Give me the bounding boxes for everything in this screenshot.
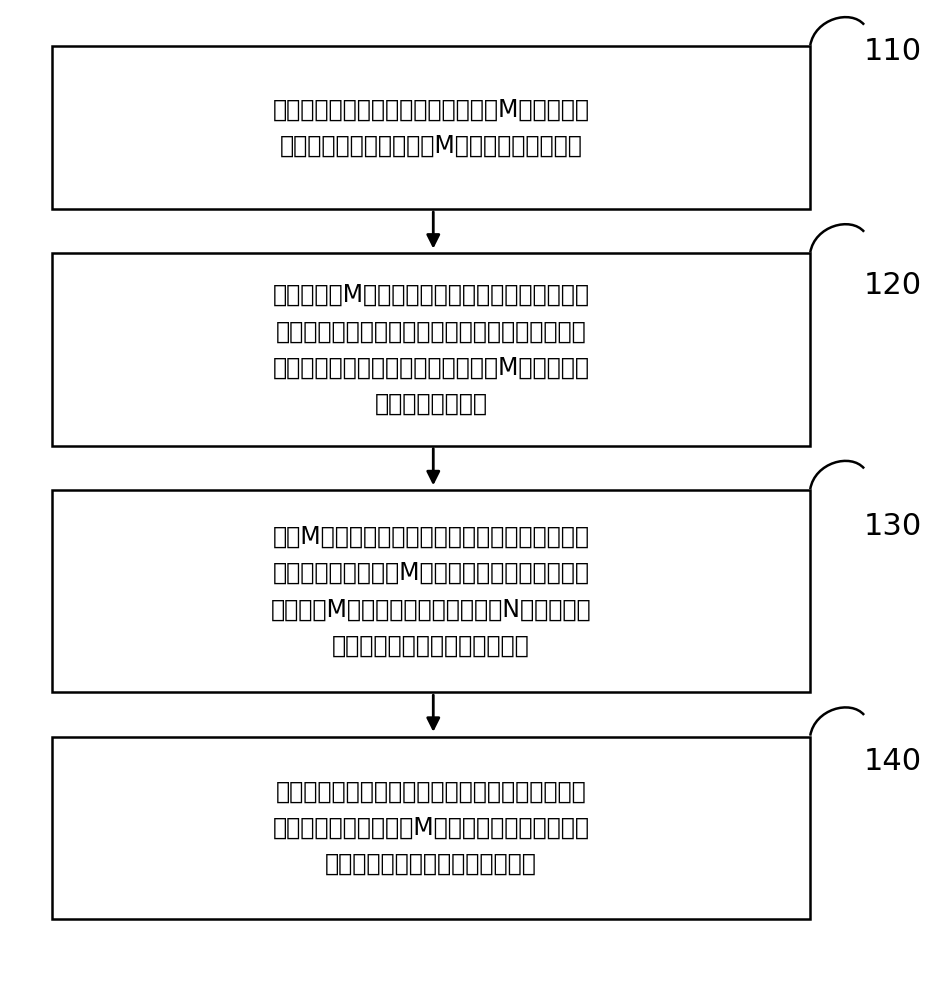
Bar [51,737,810,919]
Text: 130: 130 [863,512,921,541]
Text: 在神经网络训练过程中，对当前层的M个输出数据
进行划分，得到当前层的M个输出数据分布区间: 在神经网络训练过程中，对当前层的M个输出数据 进行划分，得到当前层的M个输出数据… [272,98,589,158]
Text: 110: 110 [863,37,921,66]
Text: 对当前层的M个输出数据分布区间中的每个输出数
据分布区间内的输出数据进行统计，得到每个输出
数据分布区间内的输出数据的数量占M个输出数据
的总体数量的比率: 对当前层的M个输出数据分布区间中的每个输出数 据分布区间内的输出数据进行统计，得… [272,283,589,416]
Text: 140: 140 [863,747,921,776]
Bar [51,253,810,446]
Bar [51,46,810,209]
Text: 在神经网络预测过程中，基于第一起始比特和第一
终止比特，对当前层的M个输出数据进行比特宽度
约束，以实现神经网络芯片的预测: 在神经网络预测过程中，基于第一起始比特和第一 终止比特，对当前层的M个输出数据进… [272,780,589,876]
Text: 120: 120 [863,271,921,300]
Bar [51,490,810,692]
Text: 基于M个输出数据分布区间对应的比率和预设的比
特宽度，对当前层的M个输出数据进行比特宽度约
束，得到M个输出数据分布区间中的N个分布区间
的第一起始比特和第一终: 基于M个输出数据分布区间对应的比率和预设的比 特宽度，对当前层的M个输出数据进行… [271,525,591,658]
